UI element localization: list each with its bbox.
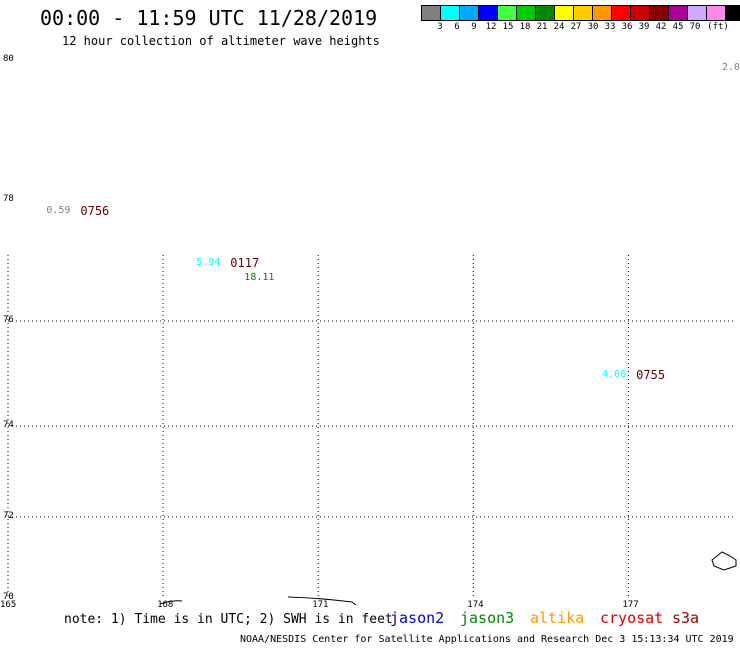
color-scale-label: 18 [519, 22, 531, 32]
corner-value-label: 2.0 [722, 62, 740, 73]
color-scale-label: 42 [655, 22, 667, 32]
color-scale-label: 24 [553, 22, 565, 32]
color-scale-label: 27 [570, 22, 582, 32]
color-scale-label: 36 [621, 22, 633, 32]
latitude-label: 72 [3, 511, 14, 521]
wave-height-value: 5.94 [196, 256, 221, 268]
color-scale-unit: (ft) [707, 22, 729, 32]
color-scale-label: 6 [454, 22, 460, 32]
latitude-label: 76 [3, 315, 14, 325]
color-scale-label: 33 [604, 22, 616, 32]
coastline [287, 596, 357, 606]
map-subtitle: 12 hour collection of altimeter wave hei… [62, 34, 380, 48]
longitude-label: 168 [157, 600, 174, 610]
legend-note: note: 1) Time is in UTC; 2) SWH is in fe… [64, 612, 393, 627]
color-scale-label: 21 [536, 22, 548, 32]
satellite-legend-jason2: jason2 [390, 609, 445, 627]
latitude-label: 70 [3, 592, 14, 602]
satellite-legend-s3a: s3a [672, 609, 700, 627]
color-scale-label: 9 [471, 22, 477, 32]
longitude-label: 165 [0, 600, 17, 610]
satellite-legend-cryosat: cryosat [600, 609, 664, 627]
coastline [159, 600, 183, 605]
latitude-label: 80 [3, 54, 14, 64]
satellite-legend-altika: altika [530, 609, 585, 627]
longitude-label: 171 [312, 600, 329, 610]
color-scale-labels: 3 6 9 12 15 18 21 24 27 30 33 36 39 42 45 70 (ft) [422, 22, 740, 34]
latitude-label: 78 [3, 194, 14, 204]
color-scale-label: 70 [689, 22, 701, 32]
longitude-label: 177 [622, 600, 639, 610]
color-scale-label: 12 [485, 22, 497, 32]
map-title: 00:00 - 11:59 UTC 11/28/2019 [40, 6, 378, 30]
color-scale-label: 3 [437, 22, 443, 32]
observation-time: 0755 [636, 368, 666, 383]
color-scale-label: 45 [672, 22, 684, 32]
coastline [711, 551, 737, 571]
color-scale-bar [421, 5, 740, 21]
color-scale-label: 15 [502, 22, 514, 32]
color-scale-label: 39 [638, 22, 650, 32]
wave-height-value: 18.11 [244, 271, 275, 283]
observation-time: 0756 [80, 204, 110, 219]
footer-credit: NOAA/NESDIS Center for Satellite Applica… [240, 634, 734, 645]
observation-time: 0117 [230, 255, 260, 270]
wave-height-value: 4.06 [602, 369, 627, 381]
satellite-legend-jason3: jason3 [460, 609, 515, 627]
longitude-label: 174 [467, 600, 484, 610]
color-scale-label: 30 [587, 22, 599, 32]
wave-height-value: 0.59 [46, 205, 71, 217]
latitude-label: 74 [3, 420, 14, 430]
color-scale-swatch [725, 5, 740, 21]
